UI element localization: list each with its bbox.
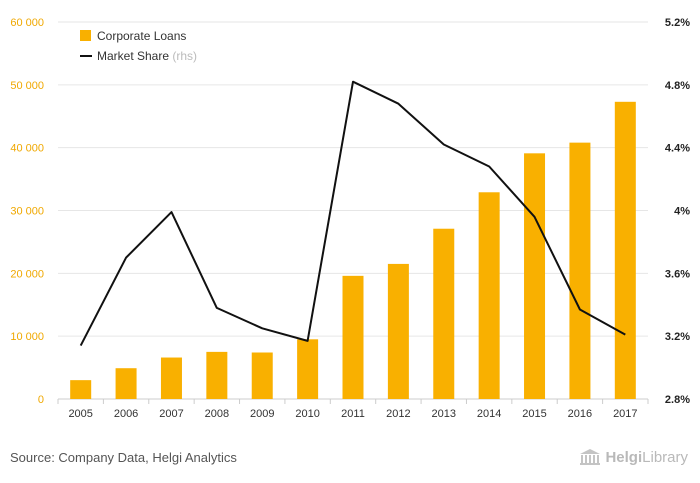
legend-label-corporate-loans: Corporate Loans: [97, 29, 186, 43]
legend-label-rhs-suffix: (rhs): [172, 49, 197, 63]
x-tick-label-2005: 2005: [68, 408, 92, 420]
x-tick-label-2011: 2011: [341, 408, 365, 420]
x-tick-label-2017: 2017: [613, 408, 637, 420]
bar-2011: [342, 275, 364, 399]
right-tick-label-1: 3.2%: [665, 331, 690, 343]
right-tick-label-3: 4%: [674, 206, 690, 218]
right-tick-label-6: 5.2%: [665, 17, 690, 29]
x-tick-label-2010: 2010: [295, 408, 319, 420]
market-share-line: [79, 80, 626, 347]
bar-2016: [569, 142, 591, 399]
line-series-market-share: [79, 80, 626, 347]
left-axis-labels: 0 10 000 20 000 30 000 40 000 50 000 60 000: [10, 17, 44, 406]
x-tick-label-2015: 2015: [522, 408, 546, 420]
bar-2015: [524, 153, 546, 399]
library-building-icon: [580, 449, 601, 465]
left-tick-label-3: 30 000: [10, 206, 44, 218]
bar-2007: [160, 357, 182, 399]
bar-2008: [206, 351, 228, 399]
bar-2006: [115, 368, 137, 399]
left-tick-label-0: 0: [38, 394, 44, 406]
brand-library: Library: [642, 448, 688, 466]
x-tick-label-2014: 2014: [477, 408, 501, 420]
bar-2013: [433, 228, 455, 399]
bar-2014: [478, 192, 500, 399]
left-tick-label-4: 40 000: [10, 143, 44, 155]
helgi-library-logo: HelgiLibrary: [579, 448, 688, 466]
x-axis-labels: 2005 2006 2007 2008 2009 2010 2011 2012 2013 2014…: [68, 408, 637, 420]
legend-swatch-corporate-loans: [80, 30, 91, 41]
left-tick-label-6: 60 000: [10, 17, 44, 29]
x-tick-label-2007: 2007: [159, 408, 183, 420]
x-tick-label-2009: 2009: [250, 408, 274, 420]
right-tick-label-0: 2.8%: [665, 394, 690, 406]
legend-label-market-share: Market Share (rhs): [97, 49, 197, 63]
x-tick-label-2013: 2013: [432, 408, 456, 420]
bar-series-corporate-loans: [70, 101, 636, 399]
left-tick-label-2: 20 000: [10, 268, 44, 280]
brand-helgi: Helgi: [605, 448, 643, 466]
bar-2017: [614, 101, 636, 399]
bar-2010: [297, 339, 319, 399]
bar-2005: [70, 380, 92, 399]
chart: 0 10 000 20 000 30 000 40 000 50 000 60 000 2.…: [10, 17, 690, 420]
x-tick-label-2008: 2008: [205, 408, 229, 420]
x-tick-label-2012: 2012: [386, 408, 410, 420]
legend: Corporate Loans Market Share (rhs): [80, 29, 197, 63]
right-axis-labels: 2.8% 3.2% 3.6% 4% 4.4% 4.8% 5.2%: [665, 17, 690, 406]
right-tick-label-2: 3.6%: [665, 268, 690, 280]
left-tick-label-1: 10 000: [10, 331, 44, 343]
legend-label-market-share-name: Market Share: [97, 49, 169, 63]
x-tick-label-2006: 2006: [114, 408, 138, 420]
x-tick-label-2016: 2016: [568, 408, 592, 420]
right-tick-label-5: 4.8%: [665, 80, 690, 92]
bar-2009: [251, 352, 273, 399]
right-tick-label-4: 4.4%: [665, 143, 690, 155]
left-tick-label-5: 50 000: [10, 80, 44, 92]
source-note: Source: Company Data, Helgi Analytics: [10, 450, 237, 465]
bar-2012: [387, 263, 409, 399]
